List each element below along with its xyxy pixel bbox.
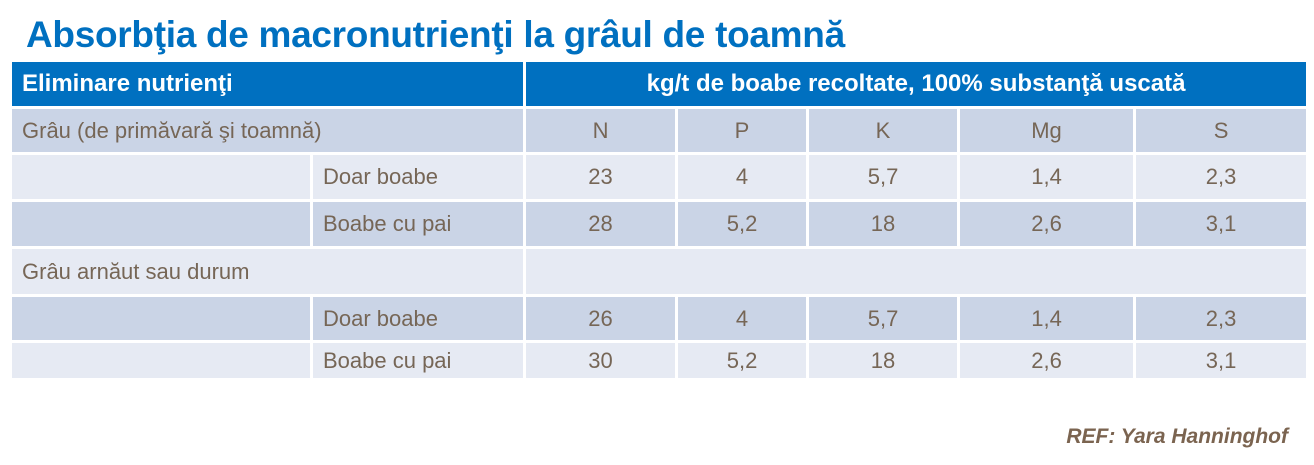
value-cell: 30 [523, 340, 679, 381]
value-cell: 5,2 [675, 199, 810, 249]
table-row: Boabe cu pai 30 5,2 18 2,6 3,1 [9, 340, 1310, 381]
value-cell: 4 [675, 152, 810, 202]
column-header: Mg [957, 106, 1137, 155]
header-right: kg/t de boabe recoltate, 100% substanţă … [523, 62, 1310, 109]
value-cell: 2,3 [1133, 152, 1310, 202]
table-row: Boabe cu pai 28 5,2 18 2,6 3,1 [9, 199, 1310, 249]
value-cell: 4 [675, 294, 810, 343]
value-cell: 2,3 [1133, 294, 1310, 343]
column-header: S [1133, 106, 1310, 155]
row-label: Boabe cu pai [309, 340, 527, 381]
table-row: Grâu (de primăvară şi toamnă) N P K Mg S [8, 106, 1310, 155]
table-row: Doar boabe 26 4 5,7 1,4 2,3 [9, 294, 1310, 343]
reference: REF: Yara Hanninghof [1066, 425, 1288, 448]
value-cell: 1,4 [957, 152, 1137, 202]
table-row: Doar boabe 23 4 5,7 1,4 2,3 [9, 152, 1310, 202]
empty-cell [9, 152, 313, 202]
column-header: K [806, 106, 961, 155]
group-label: Grâu arnăut sau durum [8, 246, 527, 297]
row-label: Doar boabe [309, 294, 527, 343]
value-cell: 2,6 [957, 340, 1137, 381]
value-cell: 26 [523, 294, 679, 343]
table-row: Grâu arnăut sau durum [8, 246, 1310, 297]
column-header: N [523, 106, 679, 155]
value-cell: 2,6 [957, 199, 1137, 249]
row-label: Doar boabe [309, 152, 527, 202]
value-cell: 5,2 [675, 340, 810, 381]
value-cell: 28 [523, 199, 679, 249]
header-row: Eliminare nutrienţi kg/t de boabe recolt… [8, 62, 1310, 109]
header-left: Eliminare nutrienţi [8, 62, 527, 109]
value-cell: 18 [806, 199, 961, 249]
value-cell: 23 [523, 152, 679, 202]
empty-cell [523, 246, 1310, 297]
nutrient-table: Eliminare nutrienţi kg/t de boabe recolt… [8, 62, 1310, 381]
value-cell: 5,7 [806, 152, 961, 202]
value-cell: 5,7 [806, 294, 961, 343]
column-header: P [675, 106, 810, 155]
empty-cell [9, 340, 313, 381]
page-title: Absorbţia de macronutrienţi la grâul de … [26, 14, 845, 55]
empty-cell [9, 199, 313, 249]
value-cell: 3,1 [1133, 340, 1310, 381]
value-cell: 1,4 [957, 294, 1137, 343]
value-cell: 3,1 [1133, 199, 1310, 249]
value-cell: 18 [806, 340, 961, 381]
row-label: Boabe cu pai [309, 199, 527, 249]
empty-cell [9, 294, 313, 343]
group-label: Grâu (de primăvară şi toamnă) [8, 106, 527, 155]
